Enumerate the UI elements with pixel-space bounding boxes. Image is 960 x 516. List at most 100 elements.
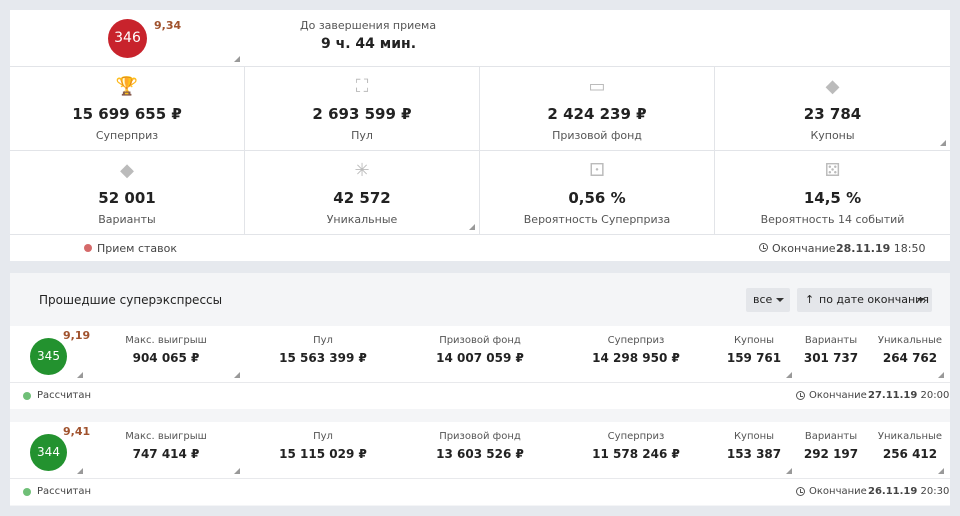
current-draw-header: 346 9,34 До завершения приема 9 ч. 44 ми… <box>10 10 950 66</box>
timer-label: До завершения приема <box>300 19 437 32</box>
col-value: 747 414 ₽ <box>132 447 200 461</box>
stat-label: Призовой фонд <box>552 129 642 142</box>
col-label: Уникальные <box>877 335 943 346</box>
col-label: Варианты <box>804 431 858 442</box>
clock-icon <box>796 487 805 496</box>
col-label: Макс. выигрыш <box>125 335 207 346</box>
draw-number-badge[interactable]: 346 <box>108 19 147 58</box>
col-variants: Варианты 301 737 <box>796 335 866 365</box>
expand-corner-icon[interactable] <box>77 372 83 378</box>
stat-unique: ✳ 42 572 Уникальные <box>245 151 480 235</box>
col-label: Призовой фонд <box>439 431 521 442</box>
dice-icon: ⚀ <box>589 160 605 181</box>
col-label: Призовой фонд <box>439 335 521 346</box>
stat-value: 42 572 <box>333 189 391 207</box>
past-draw-status-bar: Рассчитан Окончание 26.11.19 20:30 <box>10 478 950 505</box>
status-dot-icon <box>84 244 92 252</box>
col-value: 292 197 <box>803 447 859 461</box>
draw-coefficient: 9,19 <box>63 329 91 342</box>
expand-corner-icon[interactable] <box>940 140 946 146</box>
col-unique: Уникальные 256 412 <box>872 431 948 461</box>
stat-value: 52 001 <box>98 189 156 207</box>
col-superprize: Суперприз 14 298 950 ₽ <box>586 335 686 365</box>
timer-value: 9 ч. 44 мин. <box>321 36 417 52</box>
past-draw-row[interactable]: 344 9,41 Макс. выигрыш 747 414 ₽ Пул 15 … <box>10 422 950 478</box>
col-label: Суперприз <box>607 335 665 346</box>
end-datetime: 26.11.19 20:30 <box>868 486 949 497</box>
stat-14-events-probability: ⚄ 14,5 % Вероятность 14 событий <box>715 151 950 235</box>
col-max-win: Макс. выигрыш 904 065 ₽ <box>116 335 216 365</box>
arrow-up-icon: ↑ <box>805 293 815 306</box>
col-value: 11 578 246 ₽ <box>592 447 680 461</box>
sort-value: по дате окончания <box>819 293 929 306</box>
status-text: Рассчитан <box>37 486 92 497</box>
end-time: 20:30 <box>920 486 950 497</box>
expand-corner-icon[interactable] <box>938 468 944 474</box>
expand-corner-icon[interactable] <box>469 224 475 230</box>
col-value: 301 737 <box>803 351 859 365</box>
stat-label: Уникальные <box>326 213 398 226</box>
clock-icon <box>759 243 768 252</box>
section-title: Прошедшие суперэкспрессы <box>39 293 223 307</box>
chevron-down-icon <box>917 298 925 302</box>
expand-corner-icon[interactable] <box>786 372 792 378</box>
sort-dropdown[interactable]: ↑ по дате окончания <box>797 288 932 312</box>
col-label: Суперприз <box>607 431 665 442</box>
chevron-down-icon <box>776 298 784 302</box>
current-draw-card: 346 9,34 До завершения приема 9 ч. 44 ми… <box>10 10 950 261</box>
col-coupons: Купоны 153 387 <box>719 431 789 461</box>
col-max-win: Макс. выигрыш 747 414 ₽ <box>116 431 216 461</box>
col-label: Пул <box>313 335 333 346</box>
stat-label: Пул <box>351 129 373 142</box>
expand-corner-icon[interactable] <box>938 372 944 378</box>
status-text: Рассчитан <box>37 390 92 401</box>
end-label: Окончание <box>772 242 836 255</box>
col-label: Уникальные <box>877 431 943 442</box>
end-time: 20:00 <box>920 390 950 401</box>
stat-superprize-probability: ⚀ 0,56 % Вероятность Суперприза <box>480 151 715 235</box>
tag-icon: ◆ <box>825 76 840 97</box>
end-label: Окончание <box>809 390 867 401</box>
asterisk-icon: ✳ <box>354 160 370 181</box>
expand-corner-icon[interactable] <box>786 468 792 474</box>
col-prize-fund: Призовой фонд 14 007 059 ₽ <box>430 335 530 365</box>
stat-value: 14,5 % <box>803 189 862 207</box>
stat-label: Суперприз <box>95 129 159 142</box>
draw-number-badge[interactable]: 345 <box>30 338 67 375</box>
current-status-bar: Прием ставок Окончание 28.11.19 18:50 <box>10 236 950 261</box>
filter-dropdown[interactable]: все <box>746 288 790 312</box>
col-value: 256 412 <box>882 447 938 461</box>
stat-prize-fund: ▭ 2 424 239 ₽ Призовой фонд <box>480 67 715 151</box>
status-text: Прием ставок <box>97 242 178 255</box>
stat-label: Вероятность 14 событий <box>760 213 905 226</box>
expand-corner-icon[interactable] <box>234 372 240 378</box>
expand-corner-icon[interactable] <box>234 468 240 474</box>
end-datetime: 28.11.19 18:50 <box>836 242 925 255</box>
end-time: 18:50 <box>893 242 926 255</box>
stat-variants: ◆ 52 001 Варианты <box>10 151 245 235</box>
col-value: 15 115 029 ₽ <box>279 447 367 461</box>
col-label: Пул <box>313 431 333 442</box>
col-value: 15 563 399 ₽ <box>279 351 367 365</box>
col-value: 904 065 ₽ <box>132 351 200 365</box>
filter-value: все <box>753 293 773 306</box>
past-draw-row[interactable]: 345 9,19 Макс. выигрыш 904 065 ₽ Пул 15 … <box>10 326 950 382</box>
expand-corner-icon[interactable] <box>234 56 240 62</box>
stat-value: 2 693 599 ₽ <box>312 105 412 123</box>
end-date: 27.11.19 <box>868 390 918 401</box>
stat-label: Варианты <box>98 213 156 226</box>
status-dot-icon <box>23 488 31 496</box>
col-pool: Пул 15 115 029 ₽ <box>273 431 373 461</box>
stats-grid: 🏆 15 699 655 ₽ Суперприз ⛶ 2 693 599 ₽ П… <box>10 66 950 235</box>
banknote-icon: ▭ <box>588 76 606 97</box>
end-date: 28.11.19 <box>836 242 891 255</box>
col-pool: Пул 15 563 399 ₽ <box>273 335 373 365</box>
col-value: 159 761 <box>726 351 782 365</box>
col-value: 264 762 <box>882 351 938 365</box>
stat-value: 23 784 <box>803 105 862 123</box>
past-draws-section: Прошедшие суперэкспрессы все ↑ по дате о… <box>10 273 950 506</box>
draw-coefficient: 9,34 <box>154 19 182 32</box>
draw-number-badge[interactable]: 344 <box>30 434 67 471</box>
col-variants: Варианты 292 197 <box>796 431 866 461</box>
expand-corner-icon[interactable] <box>77 468 83 474</box>
